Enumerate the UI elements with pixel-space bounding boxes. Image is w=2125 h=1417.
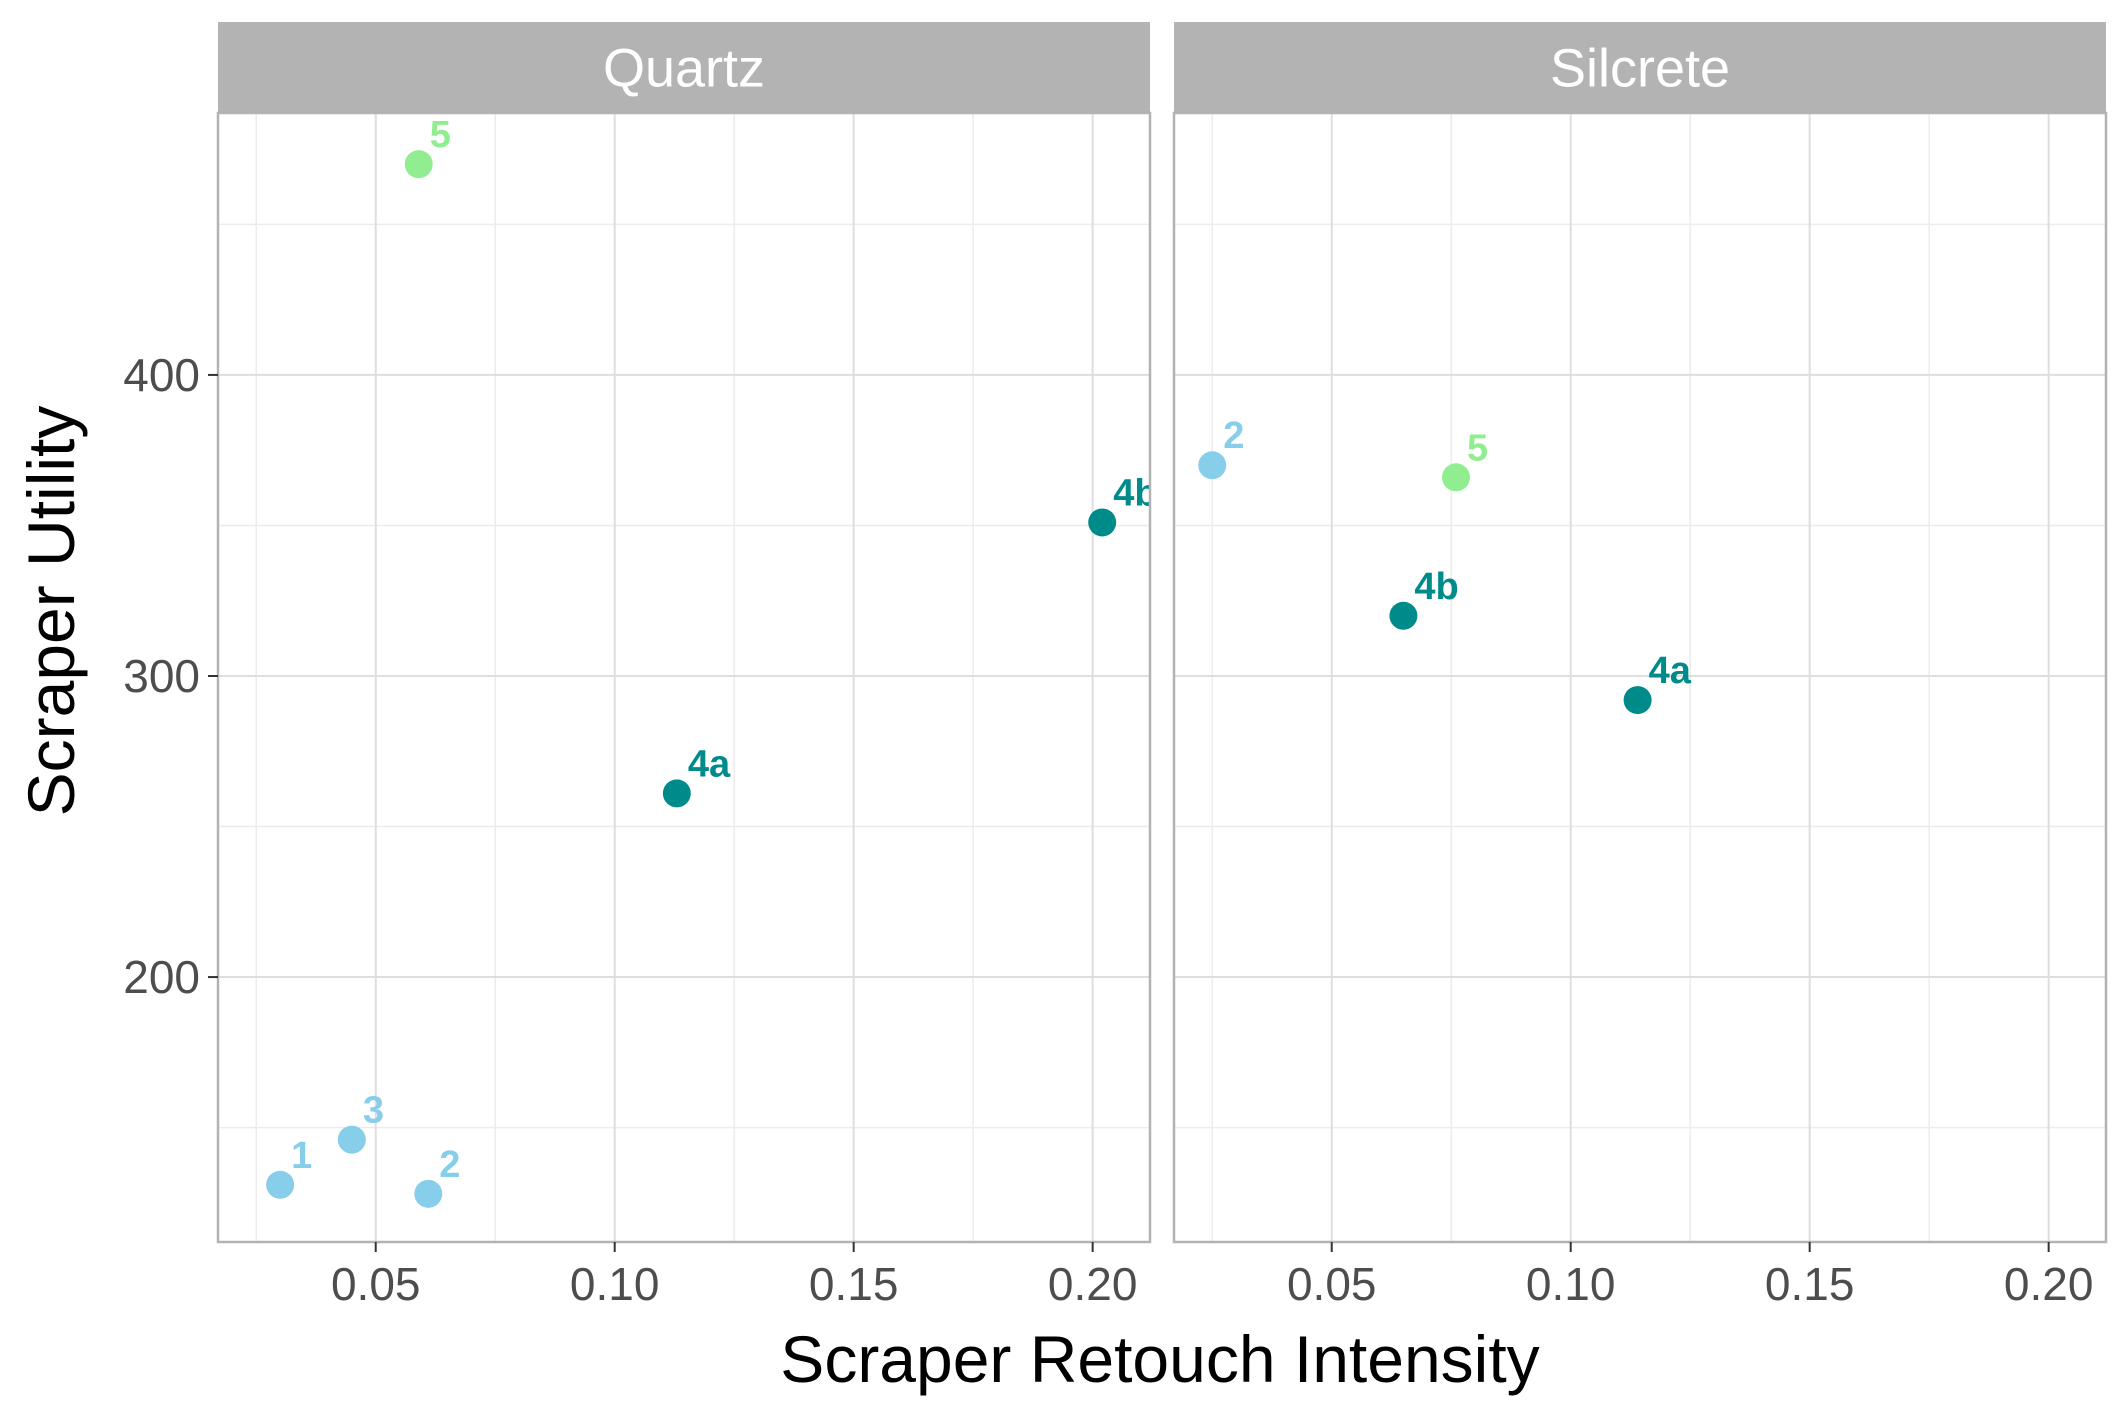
x-tick-label: 0.15 [1765, 1258, 1855, 1310]
y-tick-label: 400 [123, 349, 200, 401]
data-point-2 [1198, 451, 1227, 480]
data-point-3 [337, 1125, 366, 1154]
facet-strip-label: Silcrete [1550, 39, 1730, 99]
facet-strip [218, 22, 1150, 113]
y-axis: 200 300 400 [123, 349, 218, 1003]
data-point-4a [1623, 686, 1652, 715]
point-label-4b: 4b [1414, 566, 1458, 608]
panel-background [218, 113, 1150, 1242]
point-label-5: 5 [1467, 427, 1488, 469]
point-layer: 2 5 4b 4a [1198, 415, 1692, 715]
data-point-4b [1389, 601, 1418, 630]
x-tick-label: 0.15 [809, 1258, 899, 1310]
x-tick-label: 0.20 [1048, 1258, 1138, 1310]
data-point-5 [1441, 463, 1470, 492]
point-label-1: 1 [291, 1135, 312, 1177]
facet-strip [1174, 22, 2106, 113]
data-point-1 [266, 1170, 295, 1199]
point-label-4a: 4a [1649, 650, 1692, 692]
x-tick-label: 0.10 [570, 1258, 660, 1310]
data-point-4a [662, 779, 691, 808]
y-tick-label: 300 [123, 650, 200, 702]
panels-layer: 1 3 2 5 4a 4b Quartz 0.05 0.10 0.15 0.20 2 5 4b 4a Silc… [216, 22, 2108, 1310]
point-label-3: 3 [363, 1090, 384, 1132]
y-tick-label: 200 [123, 951, 200, 1003]
point-label-4a: 4a [688, 743, 731, 785]
x-tick-label: 0.10 [1526, 1258, 1616, 1310]
x-tick-label: 0.05 [1287, 1258, 1377, 1310]
point-label-2: 2 [439, 1144, 460, 1186]
data-point-5 [404, 150, 433, 179]
panel-silcrete: 2 5 4b 4a Silcrete 0.05 0.10 0.15 0.20 [1172, 22, 2108, 1310]
panel-quartz: 1 3 2 5 4a 4b Quartz 0.05 0.10 0.15 0.20 [216, 22, 1157, 1310]
point-label-4b: 4b [1113, 472, 1157, 514]
point-label-5: 5 [430, 114, 451, 156]
point-layer: 1 3 2 5 4a 4b [266, 114, 1157, 1208]
x-tick-label: 0.05 [331, 1258, 421, 1310]
x-axis-title: Scraper Retouch Intensity [780, 1322, 1539, 1396]
data-point-2 [414, 1179, 443, 1208]
panel-background [1174, 113, 2106, 1242]
x-tick-label: 0.20 [2004, 1258, 2094, 1310]
point-label-2: 2 [1223, 415, 1244, 457]
facet-strip-label: Quartz [603, 39, 765, 99]
data-point-4b [1088, 508, 1117, 537]
y-axis-title: Scraper Utility [14, 406, 88, 817]
